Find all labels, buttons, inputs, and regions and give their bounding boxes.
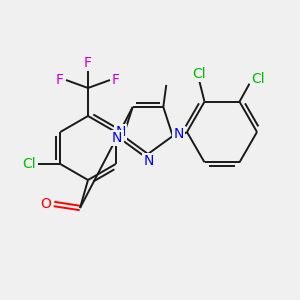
Text: N: N [116, 125, 126, 139]
Text: F: F [112, 73, 120, 87]
Text: O: O [40, 197, 51, 211]
Text: Cl: Cl [193, 67, 206, 81]
Text: N: N [173, 127, 184, 141]
Text: F: F [84, 56, 92, 70]
Text: Cl: Cl [22, 157, 36, 171]
Text: N: N [144, 154, 154, 168]
Text: Cl: Cl [252, 72, 265, 86]
Text: F: F [56, 73, 64, 87]
Text: N: N [112, 131, 122, 145]
